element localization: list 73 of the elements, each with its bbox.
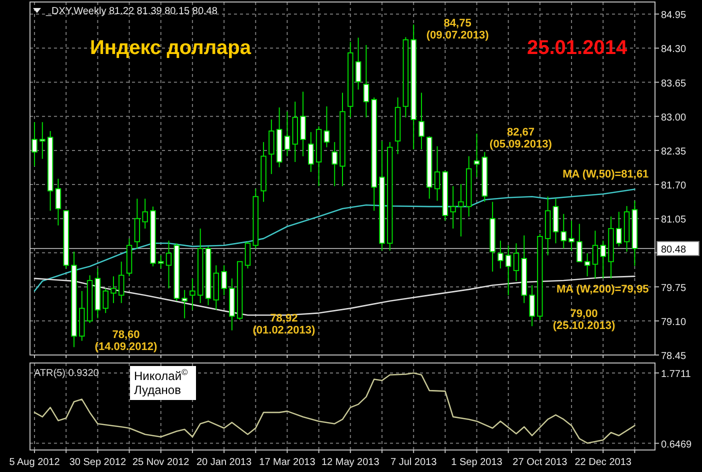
y-tick-label: 0.6469 <box>661 439 692 450</box>
annotation: 78,92 (01.02.2013) <box>252 312 316 336</box>
candlestick <box>576 223 582 262</box>
annotation: MA (W,50)=81,61 <box>562 168 649 180</box>
candlestick <box>182 289 188 319</box>
candlestick <box>308 132 314 172</box>
y-tick-label: 82.35 <box>661 146 686 158</box>
candlestick <box>434 146 440 202</box>
x-tick-label: 17 Mar 2013 <box>259 457 316 468</box>
y-tick-label: 84.30 <box>661 44 686 56</box>
candlestick <box>584 252 590 277</box>
annotation: 82,67 (05.09.2013) <box>490 126 552 151</box>
candlestick <box>142 198 148 230</box>
candlestick <box>102 288 108 314</box>
candlestick <box>418 92 424 150</box>
text: ATR(5) 0.9320 <box>34 368 100 379</box>
candlestick <box>118 261 124 304</box>
x-tick-label: 1 Sep 2013 <box>451 457 503 468</box>
candlestick <box>450 186 456 230</box>
text: 25.01.2014 <box>527 37 628 59</box>
y-tick-label: 1.7711 <box>661 368 692 380</box>
annotation: Николай$^{©}$ Луданов <box>134 367 189 397</box>
candlestick <box>355 37 362 90</box>
candlestick <box>332 142 338 187</box>
annotation: _DXY,Weekly 81.22 81.39 80.15 80.48 <box>45 6 218 17</box>
candlestick <box>592 230 598 279</box>
x-tick-label: 20 Jan 2013 <box>196 457 252 468</box>
x-tick-label: 27 Oct 2013 <box>512 457 568 468</box>
candlestick <box>221 264 227 296</box>
candlestick <box>568 220 574 252</box>
candlestick <box>40 122 46 160</box>
annotation: 79,00 (25.10.2013) <box>552 308 616 332</box>
y-tick-label: 81.05 <box>661 214 686 226</box>
candlestick <box>498 240 504 269</box>
annotation: MA (W,200)=79,95 <box>556 283 649 296</box>
candlestick <box>284 111 290 157</box>
x-tick-label: 30 Sep 2012 <box>69 457 126 468</box>
ref-line-label: 80.48 <box>661 244 686 256</box>
candlestick <box>110 276 116 304</box>
candlestick <box>600 240 606 279</box>
candlestick <box>324 106 330 148</box>
candlestick <box>300 91 306 157</box>
y-tick-label: 83.65 <box>661 78 686 90</box>
candlestick <box>458 184 464 237</box>
candlestick <box>513 242 520 282</box>
annotation: 84,75 (09.07.2013) <box>426 18 490 42</box>
y-tick-label: 78.45 <box>661 351 686 362</box>
candlestick <box>166 240 172 289</box>
candlestick <box>529 284 535 327</box>
y-tick-label: 79.75 <box>661 282 686 294</box>
y-tick-label: 79.10 <box>661 316 686 328</box>
candlestick <box>616 211 622 247</box>
x-tick-label: 12 May 2013 <box>321 457 380 468</box>
text: Индекс доллара <box>90 37 252 59</box>
candlestick <box>55 178 62 226</box>
candlestick <box>244 241 251 269</box>
x-tick-label: 7 Jul 2013 <box>390 457 438 468</box>
candlestick <box>363 44 370 118</box>
candlestick <box>32 122 38 167</box>
candlestick <box>158 254 164 269</box>
candlestick <box>134 198 140 250</box>
candlestick <box>560 213 566 250</box>
annotation: 78,60 (14.09.2012) <box>94 329 158 354</box>
x-tick-label: 5 Aug 2012 <box>9 457 60 468</box>
candlestick <box>268 118 274 175</box>
candlestick <box>190 278 196 310</box>
candlestick <box>474 133 480 178</box>
candlestick <box>505 244 512 296</box>
x-tick-label: 22 Dec 2013 <box>574 457 632 468</box>
y-tick-label: 84.95 <box>661 10 686 22</box>
y-tick-label: 83.00 <box>661 112 686 124</box>
y-tick-label: 81.70 <box>661 180 686 192</box>
x-tick-label: 25 Nov 2012 <box>132 457 190 468</box>
